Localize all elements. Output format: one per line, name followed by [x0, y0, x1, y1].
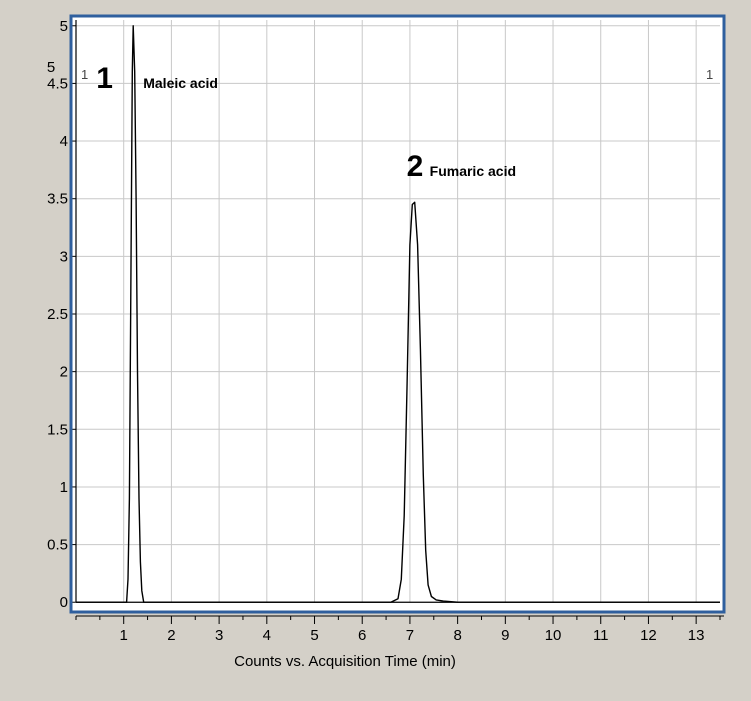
- x-tick-label: 9: [501, 627, 509, 644]
- corner-mark-right: 1: [706, 67, 713, 82]
- y-scale-exponent-label: 5: [47, 59, 55, 76]
- y-tick-label: 3: [60, 248, 68, 265]
- peak-number-label: 2: [407, 150, 424, 183]
- y-tick-label: 0: [60, 594, 68, 611]
- axis-layer: 00.511.522.533.544.551 2 3 4 5 6 7 8 9 10 11 12 13: [47, 18, 724, 644]
- chromatogram-trace: [76, 25, 720, 603]
- x-tick-label: 10: [545, 627, 562, 644]
- x-tick-label: 7: [406, 627, 414, 644]
- x-tick-label: 8: [453, 627, 461, 644]
- peak-name-label: Fumaric acid: [430, 163, 516, 179]
- grid-layer: [71, 16, 724, 612]
- x-tick-label: 12: [640, 627, 657, 644]
- plot-frame: [69, 14, 726, 614]
- peak-name-label: Maleic acid: [143, 75, 218, 91]
- x-tick-label: 5: [310, 627, 318, 644]
- corner-mark-left: 1: [81, 67, 88, 82]
- y-tick-label: 5: [60, 18, 68, 35]
- x-axis-label: Counts vs. Acquisition Time (min): [234, 653, 456, 670]
- y-tick-label: 1.5: [47, 421, 68, 438]
- x-tick-label: 4: [263, 627, 271, 644]
- y-tick-label: 0.5: [47, 537, 68, 554]
- y-tick-label: 4.5: [47, 75, 68, 92]
- x-tick-label: 6: [358, 627, 366, 644]
- x-tick-label: 13: [688, 627, 705, 644]
- y-tick-label: 1: [60, 479, 68, 496]
- x-tick-label: 3: [215, 627, 223, 644]
- peak-number-label: 1: [96, 62, 113, 95]
- y-tick-label: 3.5: [47, 191, 68, 208]
- annotation-layer: 1 Maleic acid 2 Fumaric acid: [69, 14, 726, 614]
- x-tick-label: 11: [593, 627, 609, 644]
- y-tick-label: 4: [60, 133, 68, 150]
- x-tick-label: 2: [167, 627, 175, 644]
- series-layer: [76, 25, 720, 603]
- x-tick-label: 1: [120, 627, 128, 644]
- y-tick-label: 2.5: [47, 306, 68, 323]
- y-tick-label: 2: [60, 364, 68, 381]
